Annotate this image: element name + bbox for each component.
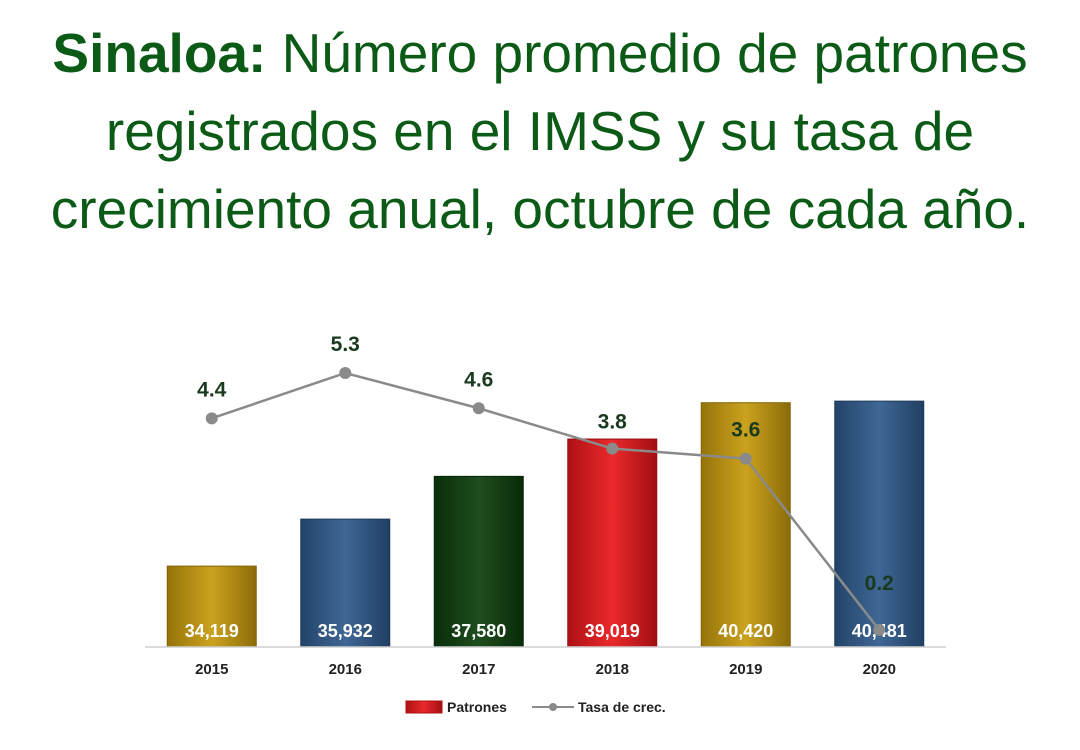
rate-point-2017 bbox=[472, 402, 485, 415]
bars-group bbox=[166, 400, 925, 648]
chart-title: Sinaloa: Número promedio de patrones reg… bbox=[0, 14, 1080, 248]
bar-label-2019: 40,420 bbox=[718, 621, 773, 641]
bar-2018 bbox=[567, 438, 658, 648]
bar-2017 bbox=[433, 475, 524, 648]
x-tick-2016: 2016 bbox=[329, 661, 362, 678]
legend-marker-tasa bbox=[549, 703, 557, 711]
legend-label-tasa: Tasa de crec. bbox=[578, 699, 666, 715]
bar-2019 bbox=[700, 402, 791, 648]
rate-label-2019: 3.6 bbox=[731, 419, 760, 442]
rate-line bbox=[211, 371, 881, 631]
rate-point-2020 bbox=[873, 623, 886, 636]
rate-point-2018 bbox=[606, 442, 619, 455]
chart-title-rest: Número promedio de patrones registrados … bbox=[50, 22, 1030, 240]
rate-point-2015 bbox=[205, 412, 218, 425]
rate-label-2017: 4.6 bbox=[464, 368, 493, 391]
rate-label-2018: 3.8 bbox=[598, 411, 628, 434]
rate-line-group bbox=[205, 367, 886, 636]
legend-swatch-patrones bbox=[405, 700, 443, 714]
bar-label-2015: 34,119 bbox=[185, 621, 239, 641]
x-tick-2019: 2019 bbox=[729, 661, 762, 678]
bar-label-2018: 39,019 bbox=[585, 621, 640, 641]
bar-2020 bbox=[834, 400, 925, 648]
chart-title-bold: Sinaloa: bbox=[52, 22, 267, 84]
x-tick-2018: 2018 bbox=[596, 661, 629, 678]
x-tick-2020: 2020 bbox=[863, 661, 896, 678]
x-tick-2017: 2017 bbox=[462, 661, 495, 678]
legend: Patrones Tasa de crec. bbox=[405, 699, 666, 715]
rate-point-2016 bbox=[339, 367, 352, 379]
legend-label-patrones: Patrones bbox=[447, 699, 507, 715]
rate-point-2019 bbox=[739, 452, 752, 465]
rate-label-2016: 5.3 bbox=[331, 333, 360, 356]
x-tick-2015: 2015 bbox=[195, 661, 228, 678]
bar-label-2017: 37,580 bbox=[451, 621, 506, 641]
bar-2016 bbox=[300, 518, 391, 648]
rate-label-2020: 0.2 bbox=[865, 572, 894, 595]
x-axis-ticks: 2015 2016 2017 2018 2019 2020 bbox=[195, 661, 896, 678]
bar-2015 bbox=[166, 565, 257, 648]
rate-labels: 4.4 5.3 4.6 3.8 3.6 0.2 bbox=[197, 333, 894, 595]
rate-label-2015: 4.4 bbox=[197, 378, 227, 401]
bar-label-2016: 35,932 bbox=[318, 621, 373, 641]
